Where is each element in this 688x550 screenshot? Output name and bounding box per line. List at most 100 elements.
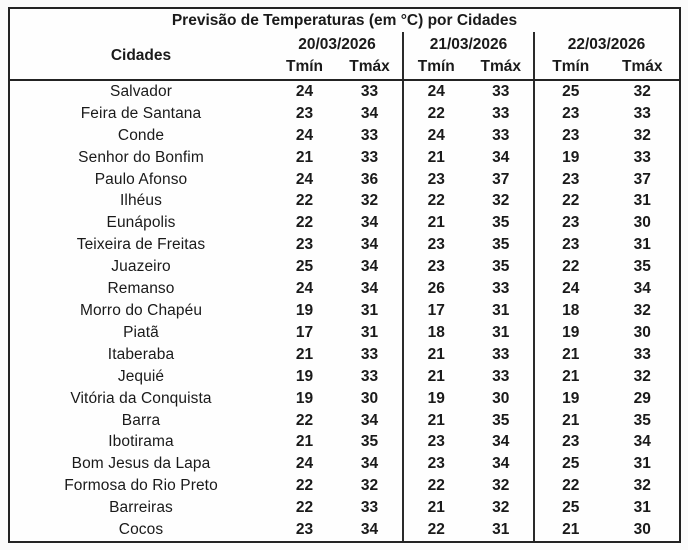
tmin-value: 23	[562, 433, 580, 451]
date-group-1: 24 34	[272, 278, 402, 300]
tmin-value: 18	[562, 302, 580, 320]
table-row: Salvador 24 33 24 33 25 32	[10, 81, 679, 103]
tmin-value: 23	[427, 170, 445, 188]
table-row: Ibotirama 21 35 23 34 23 34	[10, 431, 679, 454]
tmax-value: 35	[492, 258, 510, 276]
city-name: Cocos	[118, 521, 164, 539]
tmax-value: 32	[492, 499, 510, 517]
date-group-header-1: 20/03/2026 Tmín Tmáx	[272, 32, 402, 79]
table-row: Jequié 19 33 21 33 21 32	[10, 365, 679, 388]
tmin-value: 21	[427, 148, 445, 166]
city-name: Ilhéus	[120, 192, 162, 210]
tmax-value: 36	[360, 170, 379, 188]
table-row: Vitória da Conquista 19 30 19 30 19 29	[10, 387, 679, 410]
city-name: Formosa do Rio Preto	[64, 477, 218, 495]
city-name: Jequié	[117, 367, 165, 385]
table-row: Barreiras 22 33 21 32 25 31	[10, 497, 679, 520]
date-group-header-3: 22/03/2026 Tmín Tmáx	[533, 32, 678, 79]
tmax-value: 33	[492, 367, 510, 385]
city-name: Itaberaba	[107, 345, 175, 363]
tmin-value: 23	[562, 126, 580, 144]
tmin-value: 21	[562, 411, 580, 429]
date-group-1: 22 32	[272, 475, 402, 497]
tmax-value: 33	[360, 148, 379, 166]
tmax-value: 37	[492, 170, 510, 188]
table-row: Cocos 23 34 22 31 21 30	[10, 519, 679, 542]
tmin-value: 25	[562, 455, 580, 473]
city-name: Vitória da Conquista	[70, 389, 212, 407]
table-row: Teixeira de Freitas 23 34 23 35 23 31	[10, 234, 679, 257]
table-row: Itaberaba 21 33 21 33 21 33	[10, 343, 679, 366]
tmax-value: 35	[633, 411, 651, 429]
date-group-2: 21 33	[402, 343, 533, 366]
tmax-value: 32	[360, 192, 379, 210]
tmin-value: 22	[427, 192, 445, 210]
tmax-value: 31	[360, 323, 379, 341]
tmax-value: 32	[633, 302, 651, 320]
date-group-2: 21 35	[402, 409, 533, 432]
tmin-value: 22	[427, 521, 445, 539]
tmin-value: 23	[427, 236, 445, 254]
city-name: Feira de Santana	[80, 104, 202, 122]
date-group-3: 23 31	[533, 234, 678, 257]
tmax-value: 30	[360, 389, 379, 407]
city-name: Remanso	[107, 280, 175, 298]
date-group-2: 21 35	[402, 212, 533, 235]
temperature-forecast-table: Previsão de Temperaturas (em °C) por Cid…	[8, 7, 681, 543]
date-group-3: 23 32	[533, 124, 678, 147]
date-group-2: 23 34	[402, 431, 533, 454]
date-group-2: 23 35	[402, 234, 533, 257]
tmax-value: 34	[360, 104, 379, 122]
tmax-value: 34	[360, 411, 379, 429]
date-group-3: 19 33	[533, 146, 678, 169]
tmin-value: 24	[295, 82, 314, 100]
tmax-value: 33	[360, 499, 379, 517]
date-group-1: 19 33	[272, 366, 402, 388]
date-group-1: 23 34	[272, 103, 402, 125]
date-group-1: 22 34	[272, 212, 402, 234]
date-group-1: 19 30	[272, 388, 402, 410]
date-group-2: 21 32	[402, 497, 533, 520]
tmin-value: 21	[427, 345, 445, 363]
date-group-2: 23 35	[402, 256, 533, 279]
city-name: Ibotirama	[108, 433, 174, 451]
tmin-value: 21	[427, 411, 445, 429]
tmin-value: 19	[427, 389, 445, 407]
date-group-1: 24 36	[272, 169, 402, 191]
city-name: Bom Jesus da Lapa	[71, 455, 211, 473]
date-group-2: 22 32	[402, 475, 533, 498]
table-row: Morro do Chapéu 19 31 17 31 18 32	[10, 300, 679, 322]
tmin-value: 21	[562, 367, 580, 385]
tmin-value: 22	[295, 214, 314, 232]
tmax-value: 34	[360, 236, 379, 254]
date-group-3: 18 32	[533, 300, 678, 322]
tmax-value: 30	[492, 389, 510, 407]
tmin-value: 22	[295, 411, 314, 429]
date-group-1: 24 34	[272, 453, 402, 475]
tmin-value: 24	[427, 126, 445, 144]
date-group-3: 23 33	[533, 102, 678, 125]
tmin-value: 23	[427, 433, 445, 451]
tmin-value: 21	[295, 433, 314, 451]
tmax-value: 33	[633, 104, 651, 122]
tmin-value: 22	[295, 477, 314, 495]
tmin-value: 21	[295, 345, 314, 363]
tmax-header-3: Tmáx	[622, 58, 663, 75]
tmax-value: 35	[633, 258, 651, 276]
date-group-1: 22 33	[272, 497, 402, 519]
tmax-value: 30	[633, 521, 651, 539]
tmax-header-1: Tmáx	[349, 58, 390, 75]
tmax-value: 33	[360, 345, 379, 363]
tmin-value: 21	[295, 148, 314, 166]
tmin-value: 22	[562, 477, 580, 495]
date-group-3: 21 30	[533, 519, 678, 542]
city-name: Piatã	[123, 323, 159, 341]
tmin-value: 22	[562, 258, 580, 276]
date-group-1: 23 34	[272, 234, 402, 256]
tmax-value: 33	[492, 345, 510, 363]
tmin-header-3: Tmín	[552, 58, 590, 75]
tmin-value: 17	[295, 323, 314, 341]
table-row: Juazeiro 25 34 23 35 22 35	[10, 256, 679, 279]
city-name: Conde	[117, 126, 165, 144]
date-group-1: 21 35	[272, 432, 402, 454]
